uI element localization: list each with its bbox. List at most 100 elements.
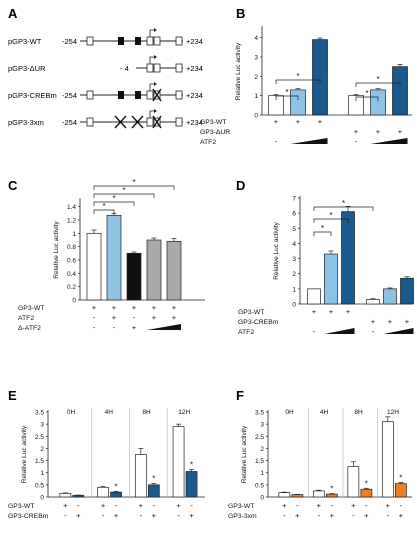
- condition-mark: +: [399, 511, 404, 520]
- bar: [72, 494, 85, 498]
- significance-star: *: [190, 461, 193, 470]
- construct-crebm: pGP3-CREBm -254 +234: [8, 82, 203, 102]
- y-tick-label: 0: [40, 495, 44, 502]
- y-tick-label: 0: [72, 298, 76, 305]
- condition-label: GP3-3xm: [228, 513, 257, 520]
- bar: [172, 426, 185, 498]
- significance-star: *: [376, 75, 379, 84]
- condition-mark: +: [346, 307, 351, 316]
- bar: [106, 214, 122, 301]
- condition-label: GP3-WT: [238, 309, 264, 316]
- condition-mark: +: [274, 117, 279, 126]
- y-tick-label: 2: [254, 74, 258, 81]
- bar: [360, 488, 373, 498]
- construct-name: pGP3-WT: [8, 37, 42, 46]
- condition-mark: +: [76, 511, 81, 520]
- tss-arrow-head-icon: [154, 55, 157, 59]
- condition-mark: +: [312, 307, 317, 316]
- condition-mark: -: [296, 501, 299, 510]
- chart-d: 0 1 2 3 4 5 6 7 Relative Luc activity * * * GP3-WT + +…: [238, 196, 414, 336]
- bar: [347, 466, 360, 498]
- tss-arrow-head-icon: [154, 82, 157, 86]
- element-box-filled: [118, 37, 124, 45]
- element-box: [146, 63, 154, 73]
- y-tick-label: 2: [40, 446, 44, 453]
- significance-bracket: [93, 201, 135, 206]
- condition-mark: -: [355, 137, 358, 146]
- condition-mark: +: [139, 501, 144, 510]
- bar: [382, 421, 394, 498]
- condition-mark: -: [93, 323, 96, 332]
- significance-star: *: [329, 211, 332, 220]
- significance-star: *: [342, 199, 345, 208]
- bar: [395, 483, 407, 498]
- y-tick-label: 1: [254, 93, 258, 100]
- significance-bracket: [93, 185, 175, 190]
- tss-arrow-head-icon: [154, 109, 157, 113]
- bar: [134, 454, 147, 498]
- bar: [341, 211, 355, 305]
- y-tick-label: 0.5: [35, 482, 44, 489]
- condition-label: GP3-ΔUR: [200, 129, 230, 136]
- y-tick-label: 3.5: [255, 410, 264, 417]
- condition-mark: +: [386, 501, 391, 510]
- construct-wt: pGP3-WT -254 +234: [8, 28, 203, 46]
- panel-e-letter: E: [8, 388, 17, 403]
- y-tick-label: 1.4: [67, 204, 76, 211]
- construct-end: +234: [186, 64, 203, 73]
- condition-mark: -: [275, 137, 278, 146]
- condition-mark: +: [92, 303, 97, 312]
- construct-end: +234: [186, 91, 203, 100]
- construct-start: -254: [62, 91, 77, 100]
- significance-bracket: [93, 193, 155, 198]
- condition-label: GP3-CREBm: [8, 513, 49, 520]
- condition-mark: -: [400, 501, 403, 510]
- construct-dur: pGP3-ΔUR - 4 +234: [8, 55, 203, 73]
- condition-mark: -: [140, 511, 143, 520]
- bar: [278, 492, 291, 498]
- y-tick-label: 0: [292, 302, 296, 309]
- condition-mark: +: [388, 317, 393, 326]
- y-axis-label: Relative Luc activity: [235, 42, 242, 100]
- construct-3xm: pGP3-3xm -254 +234: [8, 109, 203, 129]
- construct-start: -254: [62, 37, 77, 46]
- condition-mark: -: [283, 511, 286, 520]
- mutation-x-icon: [114, 115, 127, 129]
- condition-mark: -: [313, 327, 316, 336]
- condition-label: GP3-CREBm: [238, 319, 279, 326]
- element-box-filled: [135, 37, 141, 45]
- significance-star: *: [102, 202, 105, 211]
- element-box: [146, 117, 154, 127]
- condition-mark: +: [296, 117, 301, 126]
- chart-f: 0 0.5 1 1.5 2 2.5 3 3.5 Relative Luc activity 0H 4…: [228, 408, 412, 520]
- condition-mark: +: [63, 501, 68, 510]
- condition-mark: +: [152, 303, 157, 312]
- element-box: [86, 90, 94, 100]
- condition-mark: +: [295, 511, 300, 520]
- bar: [110, 491, 122, 498]
- y-tick-label: 3: [292, 256, 296, 263]
- condition-mark: +: [114, 511, 119, 520]
- significance-bracket: [313, 206, 374, 211]
- time-point-label: 4H: [320, 409, 329, 416]
- element-box: [86, 117, 94, 127]
- y-tick-label: 0.2: [67, 284, 76, 291]
- condition-mark: +: [101, 501, 106, 510]
- condition-mark: -: [115, 501, 118, 510]
- time-point-label: 8H: [142, 409, 151, 416]
- bar: [400, 277, 414, 305]
- construct-start: - 4: [120, 64, 129, 73]
- time-point-label: 12H: [178, 409, 190, 416]
- bar: [383, 288, 397, 305]
- bar: [146, 239, 162, 301]
- construct-name: pGP3-CREBm: [8, 91, 57, 100]
- bar: [290, 89, 306, 116]
- dose-ramp-icon: [383, 328, 414, 334]
- y-axis-label: Relative Luc activity: [273, 222, 280, 280]
- condition-mark: +: [330, 511, 335, 520]
- condition-label: ATF2: [18, 315, 34, 322]
- condition-mark: +: [364, 511, 369, 520]
- panel-b-letter: B: [236, 6, 245, 21]
- y-axis-label: Relative Luc activity: [53, 221, 60, 279]
- element-box-filled: [135, 91, 141, 99]
